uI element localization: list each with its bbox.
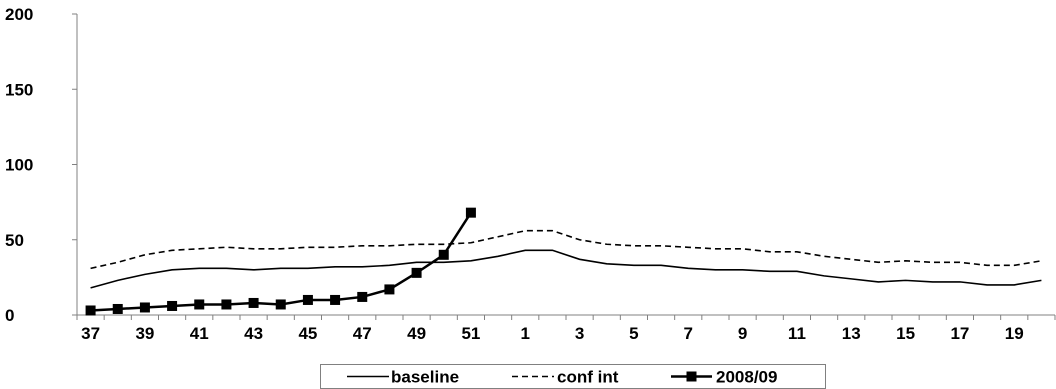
data-point-2008-09 <box>194 299 205 310</box>
x-tick-label: 39 <box>135 324 154 343</box>
legend: baseline conf int 2008/09 <box>320 364 826 389</box>
series-line-conf-int <box>90 229 1042 270</box>
data-point-2008-09 <box>139 302 150 313</box>
x-axis-ticks: 37 39 41 43 45 47 49 51 1 3 5 7 9 11 13 15 17 19 <box>76 315 1056 343</box>
x-tick-label: 3 <box>575 324 584 343</box>
y-tick-label: 150 <box>5 80 33 99</box>
legend-label-2008-09: 2008/09 <box>716 368 777 387</box>
data-point-2008-09 <box>167 300 178 311</box>
data-point-2008-09 <box>438 249 449 260</box>
x-tick-label: 9 <box>738 324 747 343</box>
x-tick-label: 45 <box>298 324 317 343</box>
data-point-2008-09 <box>275 299 286 310</box>
x-tick-label: 43 <box>244 324 263 343</box>
x-tick-label: 41 <box>190 324 209 343</box>
x-tick-label: 51 <box>461 324 480 343</box>
y-axis-ticks: 0 50 100 150 200 <box>5 5 77 325</box>
y-tick-label: 200 <box>5 5 33 24</box>
x-tick-label: 17 <box>950 324 969 343</box>
x-tick-label: 49 <box>407 324 426 343</box>
legend-label-conf-int: conf int <box>557 368 619 387</box>
data-point-2008-09 <box>384 284 395 295</box>
x-tick-label: 7 <box>684 324 693 343</box>
data-point-2008-09 <box>411 267 422 278</box>
y-tick-label: 50 <box>5 231 24 250</box>
data-point-2008-09 <box>248 297 259 308</box>
x-tick-label: 37 <box>81 324 100 343</box>
y-tick-label: 0 <box>5 306 14 325</box>
series-line-2008-09 <box>90 211 472 312</box>
legend-box <box>320 364 826 389</box>
x-tick-label: 11 <box>788 324 806 343</box>
series-layer <box>85 207 1042 316</box>
data-point-2008-09 <box>85 305 96 316</box>
data-point-2008-09 <box>330 294 341 305</box>
data-point-2008-09 <box>465 207 476 218</box>
y-tick-label: 100 <box>5 156 33 175</box>
legend-label-baseline: baseline <box>391 368 459 387</box>
data-point-2008-09 <box>221 299 232 310</box>
data-point-2008-09 <box>112 303 123 314</box>
legend-marker-2008-09 <box>686 371 697 382</box>
x-tick-label: 19 <box>1005 324 1024 343</box>
x-tick-label: 15 <box>896 324 915 343</box>
x-tick-label: 1 <box>521 324 530 343</box>
x-tick-label: 5 <box>629 324 638 343</box>
data-point-2008-09 <box>357 291 368 302</box>
series-line-baseline <box>90 249 1042 289</box>
x-tick-label: 47 <box>353 324 372 343</box>
x-tick-label: 13 <box>842 324 861 343</box>
axes <box>76 14 1055 316</box>
data-point-2008-09 <box>302 294 313 305</box>
